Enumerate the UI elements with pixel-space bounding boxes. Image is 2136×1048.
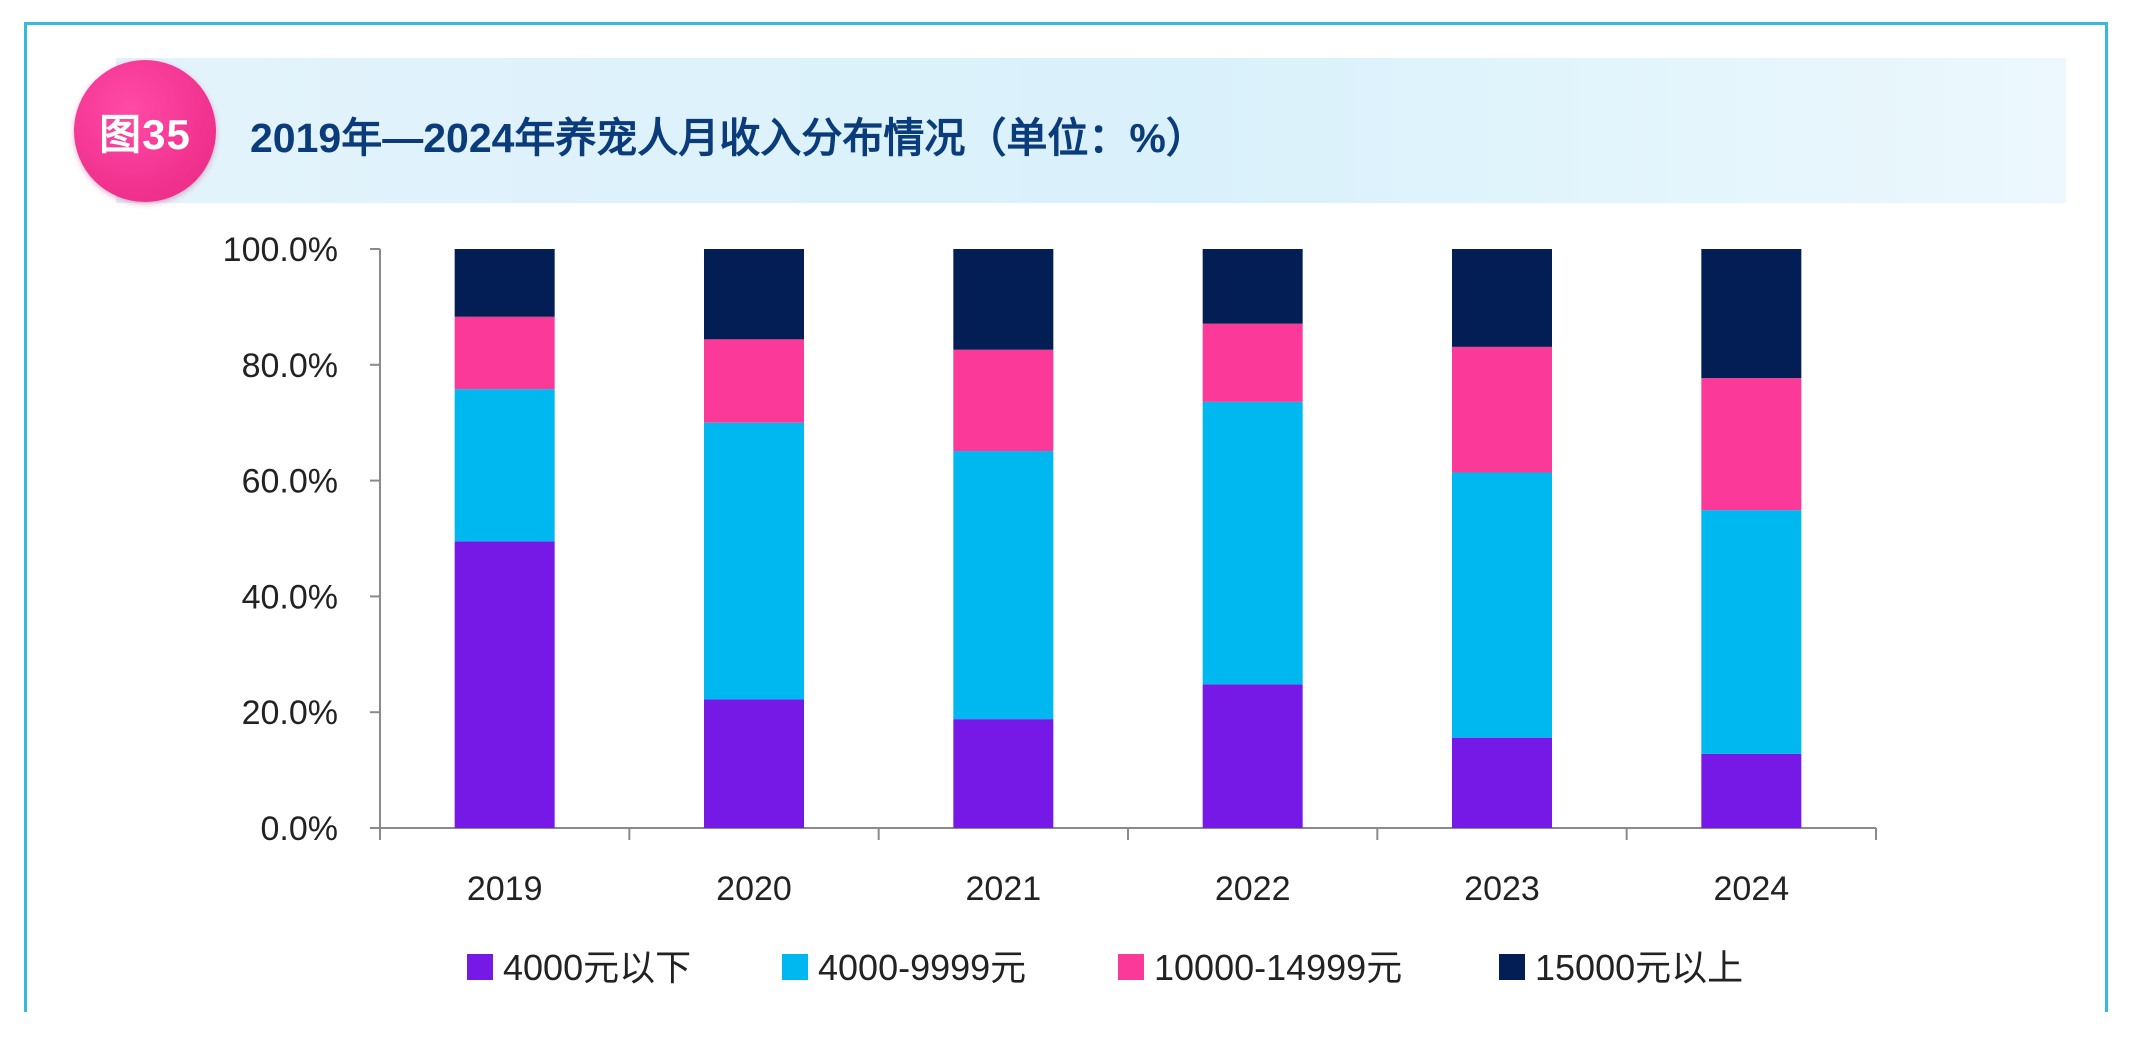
y-tick-label: 60.0% (242, 463, 338, 501)
bar-segment-2023-3 (1452, 346, 1552, 473)
legend-swatch (1499, 954, 1525, 980)
bar-segment-2020-2 (704, 422, 804, 700)
bar-segment-2022-3 (1202, 323, 1303, 402)
x-tick-label: 2023 (1464, 870, 1540, 908)
bar-segment-2019-2 (454, 389, 555, 542)
bar-segment-2020-3 (704, 339, 804, 423)
x-tick-label: 2020 (716, 870, 792, 908)
legend-item: 4000元以下 (467, 947, 691, 988)
y-tick-label: 40.0% (242, 578, 338, 616)
bar-segment-2024-2 (1701, 510, 1802, 754)
figure-number-badge: 图35 (74, 60, 216, 202)
bar-segment-2019-4 (454, 249, 555, 317)
legend-label: 10000-14999元 (1154, 947, 1402, 988)
bar-segment-2023-4 (1452, 249, 1552, 347)
x-tick-label: 2021 (966, 870, 1042, 908)
legend-label: 15000元以上 (1535, 947, 1743, 988)
bar-segment-2024-1 (1701, 753, 1802, 828)
bar-segment-2021-3 (953, 349, 1054, 452)
y-tick-label: 0.0% (261, 810, 339, 848)
bar-segment-2023-2 (1452, 472, 1552, 738)
legend-swatch (782, 954, 808, 980)
x-tick-label: 2022 (1215, 870, 1291, 908)
legend-swatch (1118, 954, 1144, 980)
figure-frame (24, 22, 2108, 1012)
bar-segment-2024-4 (1701, 249, 1802, 379)
legend-item: 15000元以上 (1499, 947, 1743, 988)
legend-item: 10000-14999元 (1118, 947, 1402, 988)
y-tick-label: 100.0% (223, 231, 338, 269)
x-tick-label: 2024 (1714, 870, 1790, 908)
bar-segment-2024-3 (1701, 378, 1802, 511)
bar-segment-2022-1 (1202, 684, 1303, 828)
bar-segment-2019-1 (454, 541, 555, 828)
bar-segment-2021-4 (953, 249, 1054, 350)
bar-segment-2022-4 (1202, 249, 1303, 324)
bar-segment-2021-1 (953, 719, 1054, 828)
x-tick-label: 2019 (467, 870, 543, 908)
legend-label: 4000-9999元 (818, 947, 1026, 988)
bar-segment-2020-1 (704, 699, 804, 828)
y-tick-label: 20.0% (242, 694, 338, 732)
chart-title: 2019年—2024年养宠人月收入分布情况（单位：%） (250, 115, 1207, 161)
legend-swatch (467, 954, 493, 980)
bar-segment-2022-2 (1202, 401, 1303, 685)
y-tick-label: 80.0% (242, 347, 338, 385)
legend-item: 4000-9999元 (782, 947, 1026, 988)
bar-segment-2021-2 (953, 451, 1054, 720)
bar-segment-2019-3 (454, 316, 555, 390)
legend-label: 4000元以下 (503, 947, 691, 988)
bar-segment-2023-1 (1452, 737, 1552, 828)
title-banner (116, 58, 2066, 203)
bar-segment-2020-4 (704, 249, 804, 340)
